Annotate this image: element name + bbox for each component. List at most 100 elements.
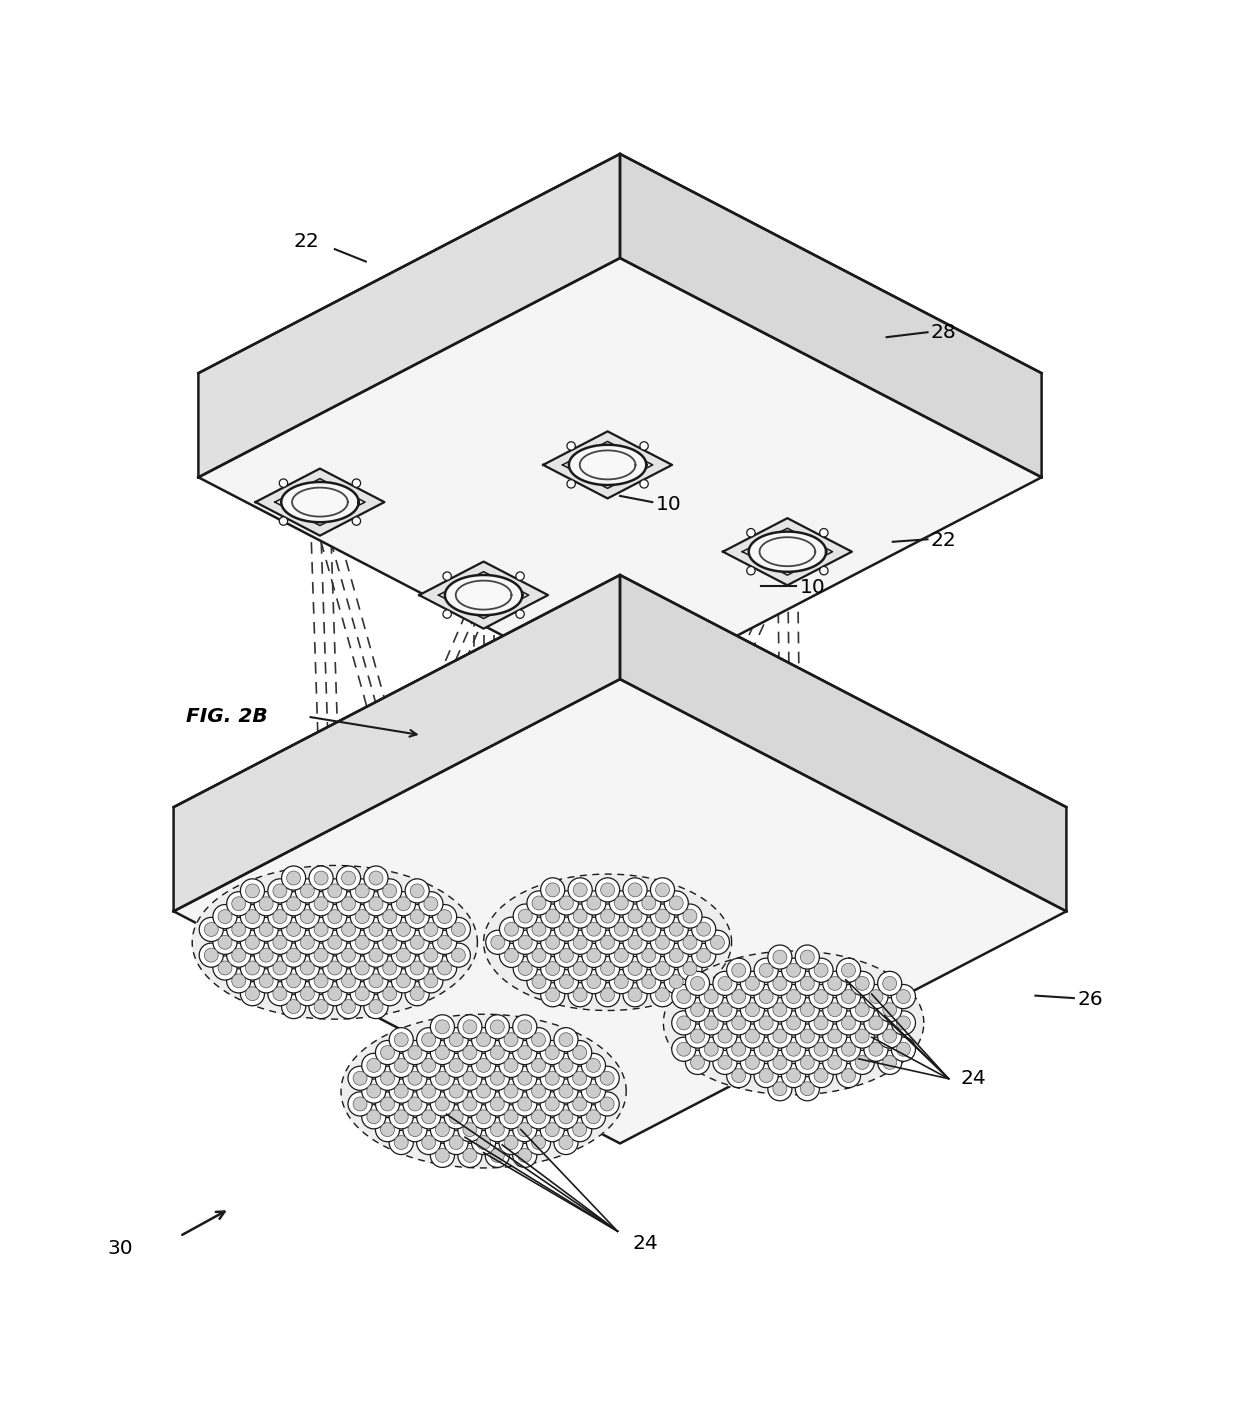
Circle shape — [595, 878, 620, 902]
Circle shape — [759, 1069, 773, 1083]
Circle shape — [327, 961, 342, 975]
Circle shape — [336, 943, 361, 967]
Circle shape — [314, 871, 329, 885]
Circle shape — [582, 969, 606, 993]
Circle shape — [408, 1045, 422, 1059]
Circle shape — [348, 1091, 372, 1117]
Circle shape — [392, 918, 415, 941]
Circle shape — [568, 1091, 591, 1117]
Circle shape — [559, 1084, 573, 1098]
Circle shape — [353, 1072, 367, 1086]
Circle shape — [837, 1063, 861, 1087]
Circle shape — [419, 969, 443, 993]
Circle shape — [300, 961, 314, 975]
Circle shape — [897, 1042, 910, 1056]
Circle shape — [691, 1030, 704, 1042]
Circle shape — [518, 1072, 532, 1086]
Circle shape — [851, 1051, 874, 1075]
Circle shape — [363, 891, 388, 916]
Circle shape — [837, 958, 861, 982]
Circle shape — [786, 989, 801, 1003]
Circle shape — [376, 1041, 399, 1065]
Circle shape — [485, 1066, 510, 1090]
Circle shape — [463, 1122, 477, 1136]
Circle shape — [704, 989, 718, 1003]
Circle shape — [713, 971, 737, 996]
Circle shape — [815, 989, 828, 1003]
Circle shape — [527, 969, 551, 993]
Circle shape — [281, 891, 306, 916]
Circle shape — [883, 1003, 897, 1017]
Circle shape — [532, 975, 546, 989]
Polygon shape — [198, 258, 1042, 696]
Circle shape — [554, 1054, 578, 1077]
Circle shape — [505, 1136, 518, 1149]
Circle shape — [732, 1069, 745, 1083]
Circle shape — [759, 964, 773, 976]
Circle shape — [443, 572, 451, 580]
Circle shape — [254, 891, 278, 916]
Circle shape — [795, 971, 820, 996]
Circle shape — [356, 961, 370, 975]
Circle shape — [417, 1131, 440, 1154]
Circle shape — [546, 1122, 559, 1136]
Circle shape — [458, 1143, 482, 1167]
Circle shape — [485, 1143, 510, 1167]
Circle shape — [516, 572, 525, 580]
Circle shape — [851, 971, 874, 996]
Circle shape — [419, 918, 443, 941]
Circle shape — [672, 985, 696, 1009]
Circle shape — [727, 958, 750, 982]
Circle shape — [363, 969, 388, 993]
Circle shape — [828, 1003, 842, 1017]
Circle shape — [490, 1045, 505, 1059]
Circle shape — [410, 884, 424, 898]
Circle shape — [837, 1037, 861, 1062]
Circle shape — [808, 1012, 833, 1035]
Circle shape — [435, 1020, 449, 1034]
Circle shape — [732, 989, 745, 1003]
Circle shape — [394, 1084, 408, 1098]
Circle shape — [341, 897, 356, 911]
Circle shape — [200, 943, 223, 967]
Circle shape — [837, 985, 861, 1009]
Circle shape — [677, 1016, 691, 1030]
Circle shape — [241, 905, 264, 929]
Circle shape — [573, 961, 587, 975]
Circle shape — [546, 936, 559, 950]
Circle shape — [490, 1149, 505, 1163]
Circle shape — [527, 1105, 551, 1129]
Circle shape — [665, 943, 688, 968]
Circle shape — [273, 986, 286, 1000]
Circle shape — [463, 1072, 477, 1086]
Circle shape — [435, 1149, 449, 1163]
Circle shape — [718, 1003, 732, 1017]
Circle shape — [485, 1014, 510, 1040]
Circle shape — [786, 1016, 801, 1030]
Circle shape — [609, 918, 634, 941]
Circle shape — [273, 884, 286, 898]
Circle shape — [622, 930, 647, 954]
Circle shape — [692, 918, 715, 941]
Circle shape — [505, 1110, 518, 1124]
Circle shape — [820, 528, 828, 537]
Circle shape — [352, 479, 361, 488]
Circle shape — [381, 1072, 394, 1086]
Circle shape — [864, 1037, 888, 1062]
Circle shape — [856, 1003, 869, 1017]
Circle shape — [573, 1097, 587, 1111]
Text: 28: 28 — [930, 322, 956, 342]
Circle shape — [587, 1110, 600, 1124]
Circle shape — [636, 891, 661, 915]
Circle shape — [878, 1051, 901, 1075]
Circle shape — [554, 1131, 578, 1154]
Circle shape — [683, 961, 697, 975]
Polygon shape — [255, 468, 384, 535]
Circle shape — [800, 950, 815, 964]
Circle shape — [541, 1091, 564, 1117]
Circle shape — [513, 930, 537, 954]
Circle shape — [546, 883, 559, 897]
Circle shape — [490, 1097, 505, 1111]
Circle shape — [392, 943, 415, 967]
Circle shape — [513, 957, 537, 981]
